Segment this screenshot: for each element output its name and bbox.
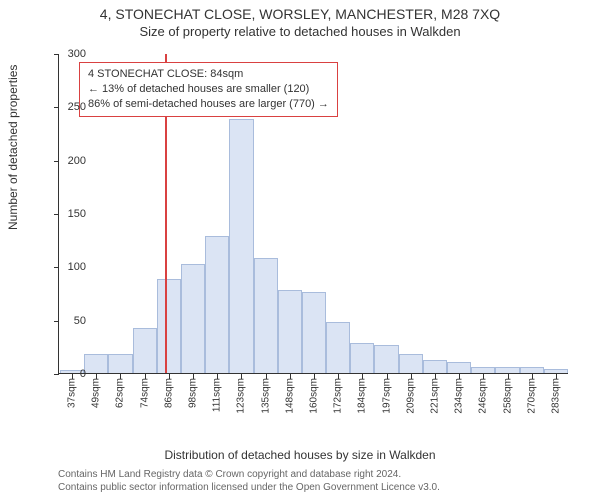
annotation-line2: ← 13% of detached houses are smaller (12… bbox=[88, 82, 329, 97]
x-tick-label: 197sqm bbox=[381, 378, 392, 414]
x-tick-label: 184sqm bbox=[357, 378, 368, 414]
histogram-bar bbox=[350, 343, 374, 373]
histogram-bar bbox=[544, 369, 568, 373]
histogram-bar bbox=[254, 258, 278, 373]
y-tick bbox=[54, 161, 59, 162]
histogram-bar bbox=[278, 290, 302, 373]
y-tick-label: 150 bbox=[68, 208, 86, 220]
credits-line2: Contains public sector information licen… bbox=[58, 482, 440, 495]
y-tick bbox=[54, 267, 59, 268]
x-axis-label: Distribution of detached houses by size … bbox=[0, 448, 600, 462]
chart-area: 37sqm 49sqm 62sqm 74sqm 86sqm 98sqm 111sqm 123s… bbox=[58, 54, 568, 414]
x-tick-label: 172sqm bbox=[333, 378, 344, 414]
y-axis-label: Number of detached properties bbox=[6, 65, 20, 230]
x-tick-label: 62sqm bbox=[115, 378, 126, 408]
histogram-bar bbox=[133, 328, 157, 373]
x-tick-label: 123sqm bbox=[236, 378, 247, 414]
x-tick-label: 148sqm bbox=[284, 378, 295, 414]
x-tick-label: 246sqm bbox=[478, 378, 489, 414]
x-tick-label: 160sqm bbox=[309, 378, 320, 414]
y-tick bbox=[54, 54, 59, 55]
histogram-bar bbox=[423, 360, 447, 373]
y-tick-label: 50 bbox=[74, 315, 86, 327]
y-tick bbox=[54, 321, 59, 322]
x-tick-label: 283sqm bbox=[550, 378, 561, 414]
histogram-bar bbox=[471, 367, 495, 373]
histogram-bar bbox=[447, 362, 471, 373]
x-tick-label: 135sqm bbox=[260, 378, 271, 414]
y-tick bbox=[54, 107, 59, 108]
histogram-bar bbox=[181, 264, 205, 373]
histogram-bar bbox=[495, 367, 519, 373]
y-tick bbox=[54, 214, 59, 215]
y-tick bbox=[54, 374, 59, 375]
x-tick-label: 258sqm bbox=[502, 378, 513, 414]
histogram-bar bbox=[229, 119, 253, 373]
histogram-bar bbox=[205, 236, 229, 373]
annotation-box: 4 STONECHAT CLOSE: 84sqm ← 13% of detach… bbox=[79, 62, 338, 117]
y-tick-label: 250 bbox=[68, 101, 86, 113]
x-tick-label: 98sqm bbox=[188, 378, 199, 408]
y-tick-label: 0 bbox=[80, 368, 86, 380]
histogram-bar bbox=[399, 354, 423, 373]
annotation-line1: 4 STONECHAT CLOSE: 84sqm bbox=[88, 67, 329, 82]
y-tick-label: 300 bbox=[68, 48, 86, 60]
histogram-bar bbox=[326, 322, 350, 373]
x-tick-label: 37sqm bbox=[67, 378, 78, 408]
credits-line1: Contains HM Land Registry data © Crown c… bbox=[58, 469, 440, 482]
histogram-bar bbox=[520, 367, 544, 373]
x-tick-label: 234sqm bbox=[454, 378, 465, 414]
y-tick-label: 200 bbox=[68, 155, 86, 167]
x-tick-label: 86sqm bbox=[163, 378, 174, 408]
page-subtitle: Size of property relative to detached ho… bbox=[0, 22, 600, 39]
x-tick-label: 49sqm bbox=[91, 378, 102, 408]
credits-block: Contains HM Land Registry data © Crown c… bbox=[58, 469, 440, 494]
histogram-bar bbox=[157, 279, 181, 373]
x-tick-label: 209sqm bbox=[405, 378, 416, 414]
x-tick-label: 270sqm bbox=[526, 378, 537, 414]
histogram-bar bbox=[302, 292, 326, 373]
x-tick-label: 74sqm bbox=[139, 378, 150, 408]
histogram-bar bbox=[108, 354, 132, 373]
x-tick-label: 111sqm bbox=[212, 378, 223, 412]
annotation-line3: 86% of semi-detached houses are larger (… bbox=[88, 97, 329, 112]
plot-region: 37sqm49sqm62sqm74sqm86sqm98sqm111sqm123s… bbox=[58, 54, 568, 374]
page-title: 4, STONECHAT CLOSE, WORSLEY, MANCHESTER,… bbox=[0, 0, 600, 22]
histogram-bar bbox=[84, 354, 108, 373]
x-tick-label: 221sqm bbox=[429, 378, 440, 414]
histogram-bar bbox=[374, 345, 398, 373]
y-tick-label: 100 bbox=[68, 261, 86, 273]
